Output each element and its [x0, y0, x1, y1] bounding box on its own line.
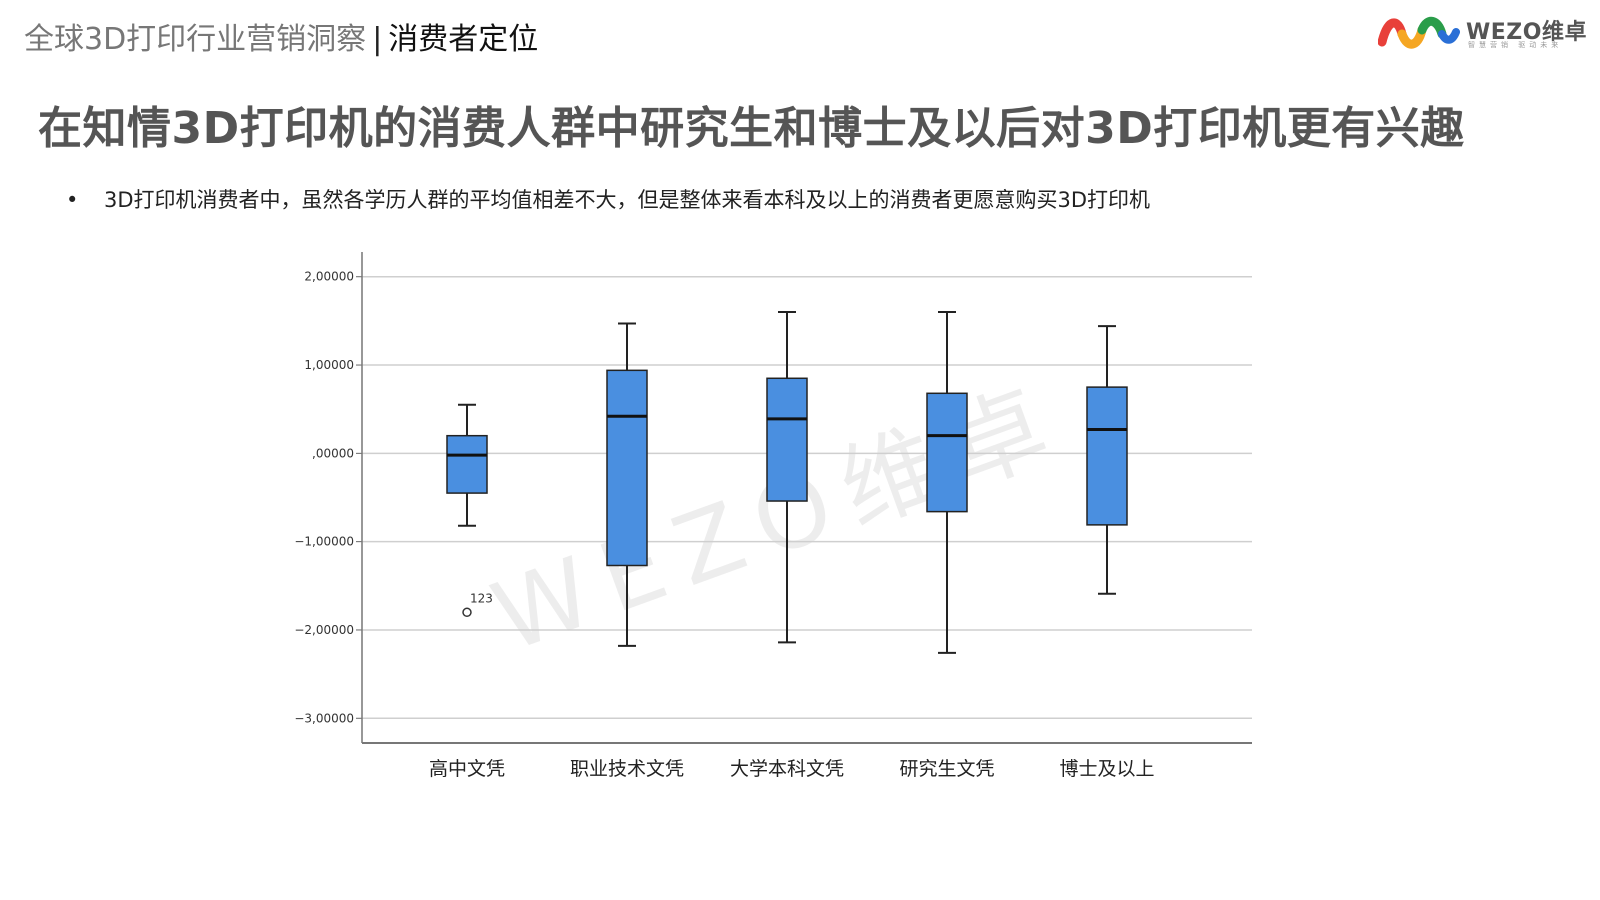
box-3	[766, 311, 808, 644]
y-tick-label: 2,00000	[304, 270, 354, 284]
logo-tagline: 智慧营销 驱动未来	[1468, 41, 1563, 49]
outlier-label: 123	[470, 591, 493, 605]
bullet-text: 3D打印机消费者中，虽然各学历人群的平均值相差不大，但是整体来看本科及以上的消费…	[104, 188, 1151, 212]
box-5	[1086, 325, 1128, 595]
page-title: 在知情3D打印机的消费人群中研究生和博士及以后对3D打印机更有兴趣	[38, 103, 1465, 154]
header-section: 全球3D打印行业营销洞察	[24, 22, 367, 57]
wezo-logo: WEZO维卓 智慧营销 驱动未来	[1377, 12, 1590, 56]
y-tick-label: ,00000	[312, 446, 354, 460]
bullet-marker: •	[66, 188, 79, 212]
boxplot-chart: WEZO维卓 2,000001,00000,00000−1,00000−2,00…	[294, 252, 1252, 780]
box-4	[926, 311, 968, 654]
box-2	[606, 322, 648, 647]
y-tick-label: −2,00000	[294, 623, 354, 637]
y-tick-label: −1,00000	[294, 535, 354, 549]
x-category-label: 大学本科文凭	[730, 758, 844, 780]
bullet-point: • 3D打印机消费者中，虽然各学历人群的平均值相差不大，但是整体来看本科及以上的消…	[66, 184, 1150, 214]
box-iqr	[1086, 386, 1128, 526]
x-category-label: 高中文凭	[429, 758, 505, 780]
box-iqr	[926, 392, 968, 513]
logo-brand-text: WEZO维卓	[1466, 20, 1587, 45]
x-category-label: 研究生文凭	[899, 758, 994, 780]
header-separator: |	[372, 22, 383, 57]
x-category-label: 职业技术文凭	[570, 758, 684, 780]
box-iqr	[446, 434, 488, 494]
x-category-label: 博士及以上	[1059, 758, 1154, 780]
box-iqr	[606, 369, 648, 567]
y-tick-label: 1,00000	[304, 358, 354, 372]
page-header: 全球3D打印行业营销洞察 | 消费者定位	[24, 14, 538, 58]
y-tick-label: −3,00000	[294, 711, 354, 725]
outlier-point	[462, 607, 472, 618]
logo-mark-icon	[1377, 16, 1460, 49]
box-iqr	[766, 377, 808, 502]
box-1	[446, 403, 488, 527]
header-topic: 消费者定位	[388, 22, 539, 57]
